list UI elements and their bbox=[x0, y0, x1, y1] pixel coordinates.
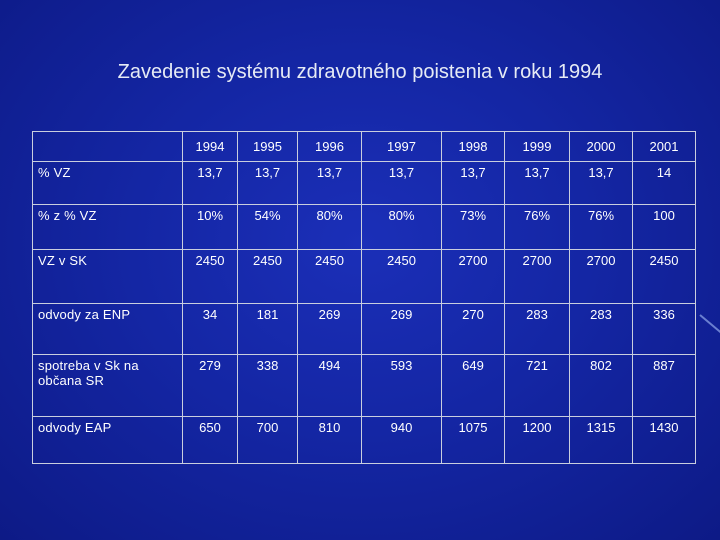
table-cell: 80% bbox=[361, 204, 442, 251]
table-cell: 13,7 bbox=[361, 160, 442, 206]
data-table: 1994 1995 1996 1997 1998 1999 2000 2001 … bbox=[32, 131, 696, 465]
year-header: 1999 bbox=[504, 131, 570, 162]
table-cell: 13,7 bbox=[182, 160, 238, 206]
corner-cell bbox=[32, 131, 183, 162]
table-cell: 10% bbox=[182, 204, 238, 251]
slide-title: Zavedenie systému zdravotného poistenia … bbox=[117, 61, 603, 83]
table-cell: 34 bbox=[182, 303, 238, 356]
table-cell: 73% bbox=[441, 204, 505, 251]
table-cell: 181 bbox=[237, 303, 298, 356]
table-cell: 1200 bbox=[504, 415, 570, 465]
table-cell: 13,7 bbox=[237, 160, 298, 206]
row-label: odvody EAP bbox=[32, 415, 183, 465]
table-cell: 13,7 bbox=[569, 160, 633, 206]
year-header: 1998 bbox=[441, 131, 505, 162]
row-label: odvody za ENP bbox=[32, 303, 183, 356]
table-cell: 700 bbox=[237, 415, 298, 465]
table-cell: 14 bbox=[632, 160, 696, 206]
table-row: VZ v SK 2450 2450 2450 2450 2700 2700 27… bbox=[32, 249, 696, 305]
table-row: odvody za ENP 34 181 269 269 270 283 283… bbox=[32, 303, 696, 356]
row-label: % VZ bbox=[32, 160, 183, 206]
table-cell: 1430 bbox=[632, 415, 696, 465]
table-cell: 2700 bbox=[569, 249, 633, 305]
table-row: spotreba v Sk na občana SR 279 338 494 5… bbox=[32, 354, 696, 417]
table-cell: 649 bbox=[441, 354, 505, 417]
year-header: 1997 bbox=[361, 131, 442, 162]
table-cell: 279 bbox=[182, 354, 238, 417]
header-row: 1994 1995 1996 1997 1998 1999 2000 2001 bbox=[32, 131, 696, 162]
table-cell: 721 bbox=[504, 354, 570, 417]
year-header: 1995 bbox=[237, 131, 298, 162]
table-cell: 270 bbox=[441, 303, 505, 356]
table-cell: 80% bbox=[297, 204, 362, 251]
decorative-line bbox=[699, 314, 720, 336]
table-cell: 269 bbox=[361, 303, 442, 356]
table-row: % z % VZ 10% 54% 80% 80% 73% 76% 76% 100 bbox=[32, 204, 696, 251]
table-cell: 283 bbox=[569, 303, 633, 356]
table-cell: 13,7 bbox=[441, 160, 505, 206]
table-cell: 100 bbox=[632, 204, 696, 251]
table-cell: 338 bbox=[237, 354, 298, 417]
table-cell: 13,7 bbox=[504, 160, 570, 206]
table-cell: 2450 bbox=[237, 249, 298, 305]
table-cell: 1315 bbox=[569, 415, 633, 465]
table-cell: 1075 bbox=[441, 415, 505, 465]
row-label: VZ v SK bbox=[32, 249, 183, 305]
table-cell: 802 bbox=[569, 354, 633, 417]
year-header: 2000 bbox=[569, 131, 633, 162]
table-row: odvody EAP 650 700 810 940 1075 1200 131… bbox=[32, 415, 696, 465]
table-cell: 650 bbox=[182, 415, 238, 465]
row-label: spotreba v Sk na občana SR bbox=[32, 354, 183, 417]
table-cell: 336 bbox=[632, 303, 696, 356]
table-cell: 76% bbox=[569, 204, 633, 251]
table-cell: 2700 bbox=[504, 249, 570, 305]
table-cell: 2450 bbox=[632, 249, 696, 305]
row-label: % z % VZ bbox=[32, 204, 183, 251]
table-cell: 494 bbox=[297, 354, 362, 417]
table-cell: 810 bbox=[297, 415, 362, 465]
table-row: % VZ 13,7 13,7 13,7 13,7 13,7 13,7 13,7 … bbox=[32, 160, 696, 206]
table-cell: 13,7 bbox=[297, 160, 362, 206]
table-cell: 2450 bbox=[182, 249, 238, 305]
table-cell: 269 bbox=[297, 303, 362, 356]
table-cell: 593 bbox=[361, 354, 442, 417]
table-cell: 887 bbox=[632, 354, 696, 417]
table-cell: 2450 bbox=[297, 249, 362, 305]
table-cell: 283 bbox=[504, 303, 570, 356]
year-header: 2001 bbox=[632, 131, 696, 162]
table-cell: 2450 bbox=[361, 249, 442, 305]
year-header: 1996 bbox=[297, 131, 362, 162]
table-cell: 940 bbox=[361, 415, 442, 465]
table-cell: 2700 bbox=[441, 249, 505, 305]
table-cell: 54% bbox=[237, 204, 298, 251]
year-header: 1994 bbox=[182, 131, 238, 162]
table-cell: 76% bbox=[504, 204, 570, 251]
